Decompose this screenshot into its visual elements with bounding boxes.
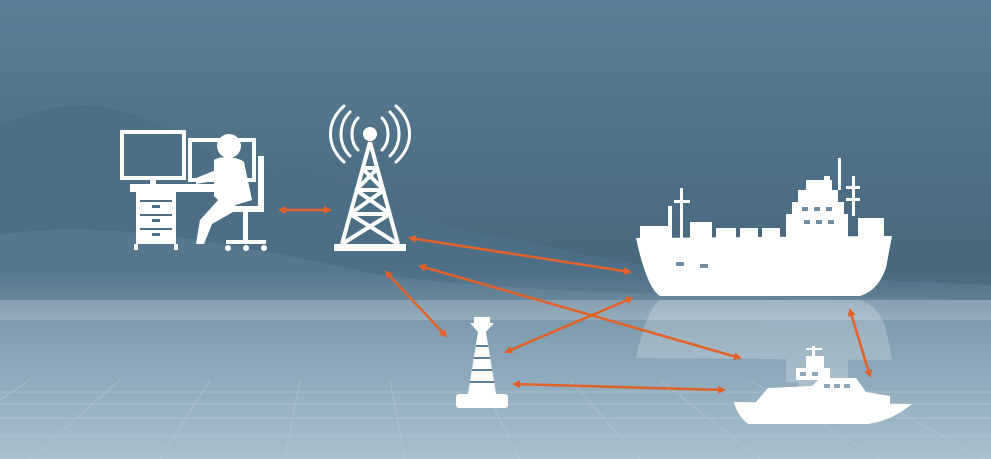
link-tower-buoy [384, 270, 448, 338]
link-buoy-patrol-boat [512, 380, 726, 394]
network-links [278, 206, 873, 394]
link-buoy-cargo-ship [504, 296, 634, 354]
radio-tower-icon [329, 104, 411, 251]
operator-workstation-icon [120, 130, 267, 251]
patrol-boat-icon [734, 346, 912, 424]
link-cargo-ship-patrol-boat [847, 308, 873, 378]
